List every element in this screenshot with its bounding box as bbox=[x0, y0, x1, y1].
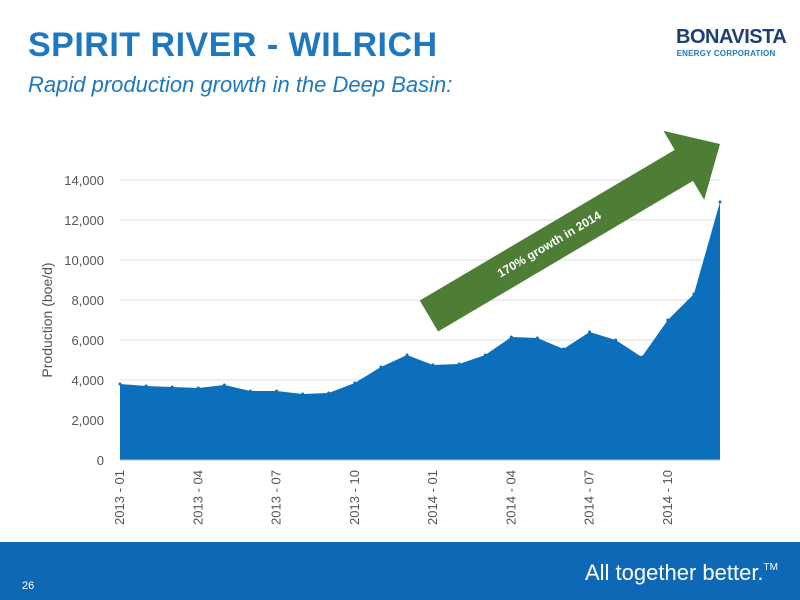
data-point bbox=[431, 363, 435, 367]
x-tick-label: 2014 - 10 bbox=[660, 470, 675, 525]
x-tick-label: 2013 - 01 bbox=[112, 470, 127, 525]
data-point bbox=[353, 381, 357, 385]
slide-title: SPIRIT RIVER - WILRICH bbox=[28, 26, 438, 64]
data-point bbox=[379, 365, 383, 369]
x-tick-label: 2014 - 01 bbox=[425, 470, 440, 525]
data-point bbox=[405, 353, 409, 357]
x-tick-label: 2013 - 10 bbox=[347, 470, 362, 525]
data-point bbox=[196, 386, 200, 390]
footer-band: 26 All together better.TM bbox=[0, 542, 800, 600]
data-point bbox=[118, 382, 122, 386]
data-point bbox=[718, 200, 722, 204]
logo-tagline: ENERGY CORPORATION bbox=[676, 49, 776, 58]
data-point bbox=[327, 391, 331, 395]
growth-arrow bbox=[419, 130, 720, 332]
production-area-chart: 0 2,000 4,000 6,000 8,000 10,000 12,000 14,000 2… bbox=[39, 130, 722, 525]
y-tick-label: 8,000 bbox=[71, 293, 104, 308]
y-tick-label: 2,000 bbox=[71, 413, 104, 428]
data-point bbox=[561, 347, 565, 351]
y-tick-label: 6,000 bbox=[71, 333, 104, 348]
data-point bbox=[301, 392, 305, 396]
x-tick-label: 2013 - 07 bbox=[269, 470, 284, 525]
data-point bbox=[248, 389, 252, 393]
data-point bbox=[614, 338, 618, 342]
data-point bbox=[222, 383, 226, 387]
y-tick-label: 0 bbox=[97, 453, 104, 468]
y-tick-label: 4,000 bbox=[71, 373, 104, 388]
data-point bbox=[144, 384, 148, 388]
y-tick-label: 12,000 bbox=[64, 213, 104, 228]
data-point bbox=[666, 318, 670, 322]
x-tick-label: 2013 - 04 bbox=[190, 470, 205, 525]
slide-subtitle: Rapid production growth in the Deep Basi… bbox=[28, 72, 453, 97]
y-tick-label: 14,000 bbox=[64, 173, 104, 188]
data-point bbox=[588, 330, 592, 334]
growth-annotation-label: 170% growth in 2014 bbox=[495, 208, 604, 280]
data-point bbox=[275, 389, 279, 393]
trademark-mark: TM bbox=[763, 562, 778, 573]
data-point bbox=[509, 335, 513, 339]
data-point bbox=[457, 362, 461, 366]
footer-tagline: All together better.TM bbox=[585, 560, 778, 586]
footer-tagline-text: All together better. bbox=[584, 560, 764, 585]
data-point bbox=[692, 292, 696, 296]
data-point bbox=[170, 385, 174, 389]
data-point bbox=[535, 336, 539, 340]
y-tick-label: 10,000 bbox=[64, 253, 104, 268]
company-logo: BONAVISTA ENERGY CORPORATION bbox=[676, 26, 787, 66]
y-axis-label: Production (boe/d) bbox=[39, 262, 55, 377]
production-area bbox=[120, 202, 720, 460]
logo-name: BONAVISTA bbox=[676, 26, 787, 48]
x-tick-label: 2014 - 04 bbox=[503, 470, 518, 525]
data-point bbox=[640, 355, 644, 359]
data-point bbox=[483, 353, 487, 357]
page-number: 26 bbox=[22, 580, 35, 592]
x-tick-label: 2014 - 07 bbox=[582, 470, 597, 525]
